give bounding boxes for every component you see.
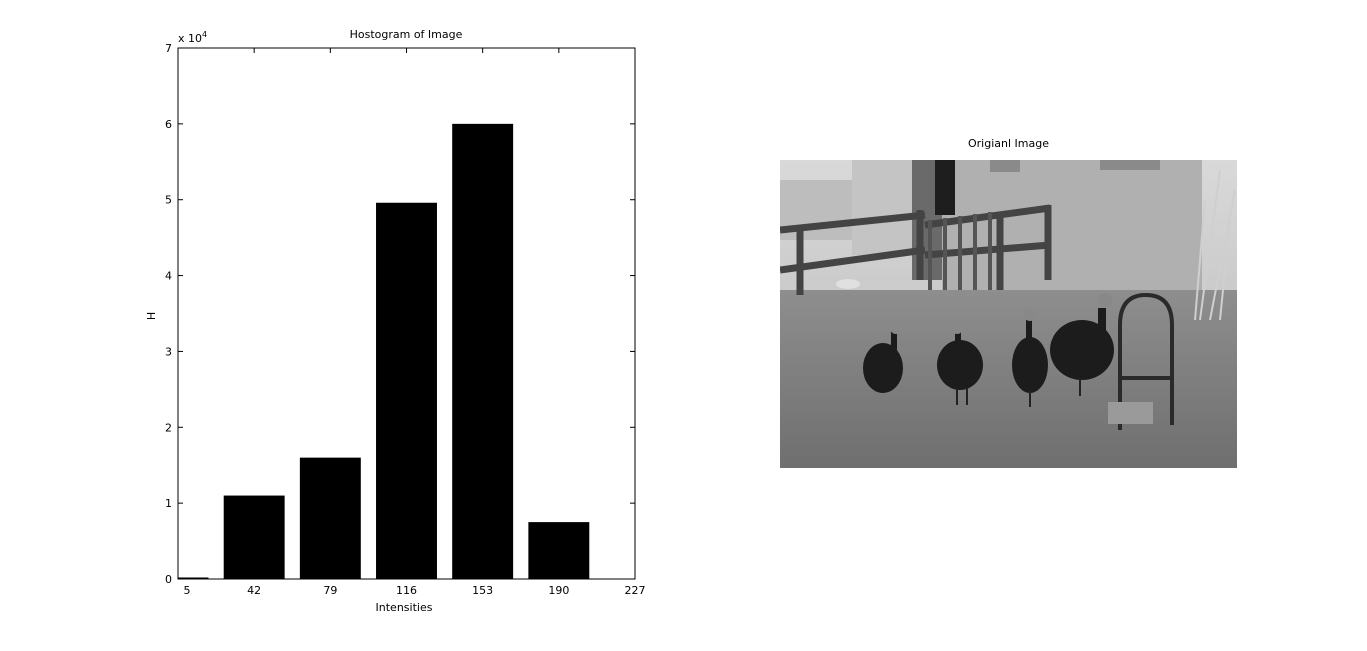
building-window-2 (1100, 160, 1160, 170)
y-exponent-base: x 10 (178, 32, 202, 45)
x-tick-label-6: 227 (625, 584, 646, 597)
x-tick-label-2: 79 (323, 584, 337, 597)
y-tick-label-4: 4 (165, 270, 172, 283)
reeds (1194, 169, 1236, 321)
y-tick-label-6: 6 (165, 118, 172, 131)
y-tick-label-3: 3 (165, 345, 172, 358)
bar-2 (299, 457, 361, 579)
y-exponent-power: 4 (202, 30, 207, 39)
turkey-4 (1050, 293, 1114, 396)
y-tick-label-7: 7 (165, 42, 172, 55)
metal-hoop (1118, 292, 1174, 430)
bar-0 (178, 577, 209, 579)
x-tick-label-5: 190 (548, 584, 569, 597)
x-tick-label-0: 5 (184, 584, 191, 597)
bar-1 (223, 495, 285, 579)
wooden-gate (928, 212, 992, 290)
original-image (780, 160, 1237, 468)
image-panel-title: Origianl Image (968, 137, 1049, 150)
x-tick-label-1: 42 (247, 584, 261, 597)
bar-5 (528, 522, 590, 579)
x-axis-label: Intensities (376, 601, 433, 614)
x-tick-label-4: 153 (472, 584, 493, 597)
building-window-1 (990, 160, 1020, 172)
y-tick-label-2: 2 (165, 421, 172, 434)
y-ticks-layer: 0 1 2 3 4 5 6 7 (165, 42, 635, 586)
y-tick-label-1: 1 (165, 497, 172, 510)
bars-layer (178, 123, 590, 579)
small-bird (836, 279, 860, 289)
turkey-2 (937, 322, 983, 405)
y-exponent-label: x 104 (178, 30, 207, 45)
y-tick-label-0: 0 (165, 573, 172, 586)
y-tick-label-5: 5 (165, 194, 172, 207)
bar-4 (452, 123, 514, 579)
building-wall-right (942, 160, 1202, 295)
y-axis-label: H (145, 312, 158, 320)
building-door (935, 160, 955, 215)
hoop-base-block (1108, 402, 1153, 424)
turkey-1 (863, 322, 903, 393)
x-tick-label-3: 116 (396, 584, 417, 597)
turkey-3 (1012, 309, 1048, 407)
bar-3 (376, 202, 437, 579)
x-ticks-layer: 5 42 79 116 153 190 227 (177, 48, 646, 597)
building-wall-left (852, 160, 912, 255)
chart-title: Hostogram of Image (350, 28, 463, 41)
